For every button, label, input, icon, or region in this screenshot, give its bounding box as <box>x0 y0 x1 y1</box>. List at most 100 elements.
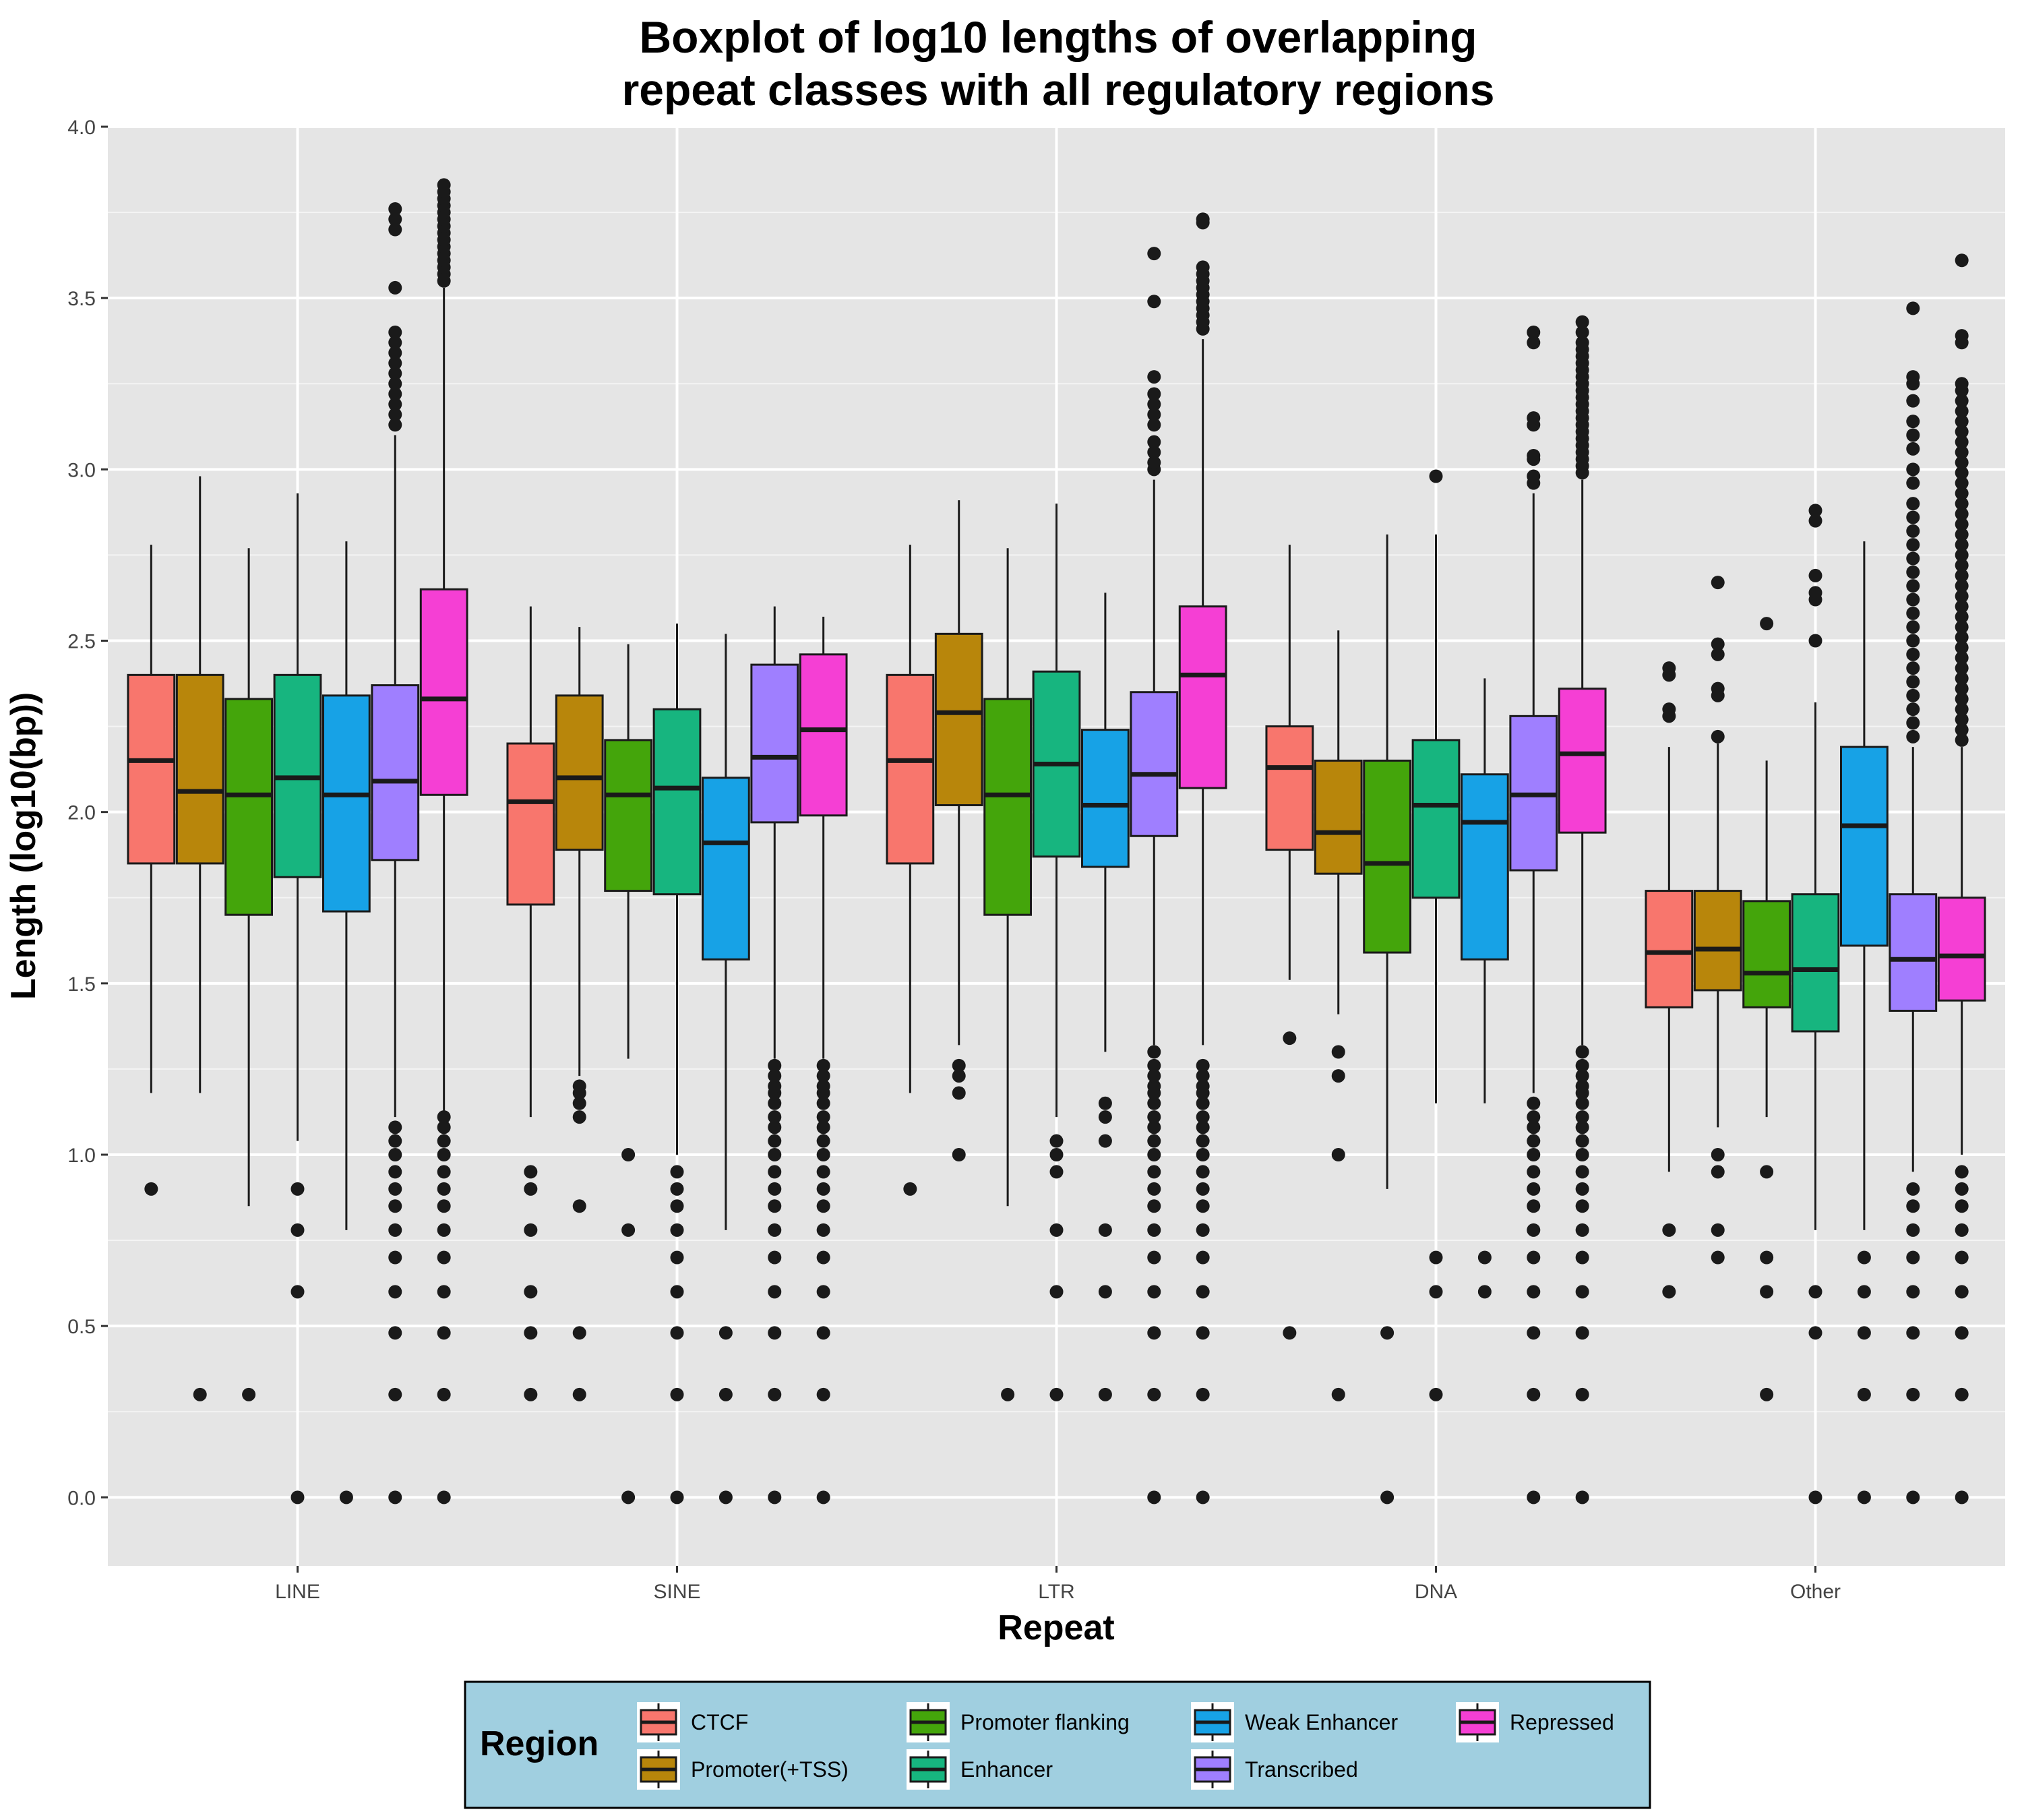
outlier-point <box>1429 1387 1443 1401</box>
outlier-point <box>1527 336 1541 350</box>
series-promoter-flanking <box>224 534 1791 1505</box>
outlier-point <box>388 397 402 411</box>
y-tick-label: 2.0 <box>67 802 96 824</box>
outlier-point <box>670 1199 684 1213</box>
legend-item-ctcf: CTCF <box>637 1702 748 1742</box>
outlier-point <box>1857 1285 1871 1299</box>
outlier-point <box>1955 579 1969 593</box>
outlier-point <box>816 1490 830 1505</box>
outlier-point <box>1955 1326 1969 1340</box>
outlier-point <box>437 1199 451 1213</box>
outlier-point <box>1906 510 1920 524</box>
outlier-point <box>1955 486 1969 500</box>
outlier-point <box>1429 1285 1443 1299</box>
outlier-point <box>1527 1096 1541 1110</box>
outlier-point <box>1283 1326 1297 1340</box>
box-line <box>273 493 322 1505</box>
outlier-point <box>1955 640 1969 655</box>
outlier-point <box>1575 1199 1589 1213</box>
outlier-point <box>1527 1182 1541 1196</box>
outlier-point <box>768 1199 782 1213</box>
outlier-point <box>1906 1250 1920 1265</box>
outlier-point <box>524 1223 538 1237</box>
outlier-point <box>388 1134 402 1148</box>
outlier-point <box>572 1199 586 1213</box>
outlier-point <box>1147 1182 1161 1196</box>
outlier-point <box>388 212 402 226</box>
outlier-point <box>1098 1387 1112 1401</box>
outlier-point <box>1147 408 1161 421</box>
outlier-point <box>388 1223 402 1237</box>
outlier-point <box>388 1326 402 1340</box>
outlier-point <box>1808 586 1822 600</box>
outlier-point <box>193 1387 207 1401</box>
outlier-point <box>1906 476 1920 490</box>
outlier-point <box>1906 428 1920 442</box>
outlier-point <box>1527 1120 1541 1134</box>
outlier-point <box>388 1120 402 1134</box>
outlier-point <box>1906 661 1920 675</box>
outlier-point <box>1147 418 1161 432</box>
outlier-point <box>816 1285 830 1299</box>
outlier-point <box>1575 1120 1589 1134</box>
outlier-point <box>768 1182 782 1196</box>
box-iqr <box>175 673 224 865</box>
series-weak-enhancer <box>322 541 1889 1505</box>
x-tick-label-sine: SINE <box>653 1581 700 1603</box>
outlier-point <box>621 1148 636 1161</box>
outlier-point <box>1147 1110 1161 1124</box>
outlier-point <box>1527 1165 1541 1179</box>
x-tick-label-dna: DNA <box>1415 1581 1457 1603</box>
outlier-point <box>768 1110 782 1124</box>
outlier-point <box>1955 1250 1969 1265</box>
outlier-point <box>1527 1285 1541 1299</box>
outlier-point <box>524 1165 538 1179</box>
outlier-point <box>1477 1285 1492 1299</box>
outlier-point <box>768 1387 782 1401</box>
box-ltr <box>1081 593 1130 1401</box>
outlier-point <box>1906 1285 1920 1299</box>
outlier-point <box>1049 1387 1064 1401</box>
box-ltr <box>886 545 935 1196</box>
box-iqr <box>419 588 468 796</box>
box-line <box>224 548 273 1401</box>
outlier-point <box>1808 504 1822 518</box>
outlier-point <box>1527 1148 1541 1161</box>
outlier-point <box>1760 1387 1774 1401</box>
outlier-point <box>1527 469 1541 483</box>
outlier-point <box>1575 326 1589 339</box>
legend-label: Weak Enhancer <box>1245 1710 1398 1734</box>
outlier-point <box>1429 469 1443 483</box>
box-ltr <box>1130 247 1179 1505</box>
outlier-point <box>1906 675 1920 689</box>
y-tick-label: 0.5 <box>67 1316 96 1338</box>
outlier-point <box>437 1250 451 1265</box>
outlier-point <box>388 1387 402 1401</box>
outlier-point <box>1760 1285 1774 1299</box>
box-dna <box>1314 630 1363 1401</box>
box-iqr <box>1840 746 1889 947</box>
outlier-point <box>1575 1182 1589 1196</box>
y-tick-label: 0.0 <box>67 1487 96 1509</box>
outlier-point <box>1955 548 1969 562</box>
outlier-point <box>1196 1148 1210 1161</box>
outlier-point <box>1575 1096 1589 1110</box>
outlier-point <box>144 1182 158 1196</box>
outlier-point <box>952 1148 966 1161</box>
legend-label: Promoter(+TSS) <box>691 1757 849 1782</box>
box-other <box>1742 617 1791 1401</box>
outlier-point <box>1147 1490 1161 1505</box>
outlier-point <box>1906 1223 1920 1237</box>
outlier-point <box>718 1326 733 1340</box>
outlier-point <box>1955 425 1969 439</box>
outlier-point <box>1955 1223 1969 1237</box>
outlier-point <box>1196 1165 1210 1179</box>
outlier-point <box>1098 1110 1112 1124</box>
outlier-point <box>388 377 402 391</box>
outlier-point <box>572 1079 586 1093</box>
outlier-point <box>1955 394 1969 408</box>
y-axis-title: Length (log10(bp)) <box>4 692 43 1000</box>
outlier-point <box>670 1182 684 1196</box>
outlier-point <box>1955 558 1969 572</box>
outlier-point <box>1906 565 1920 579</box>
